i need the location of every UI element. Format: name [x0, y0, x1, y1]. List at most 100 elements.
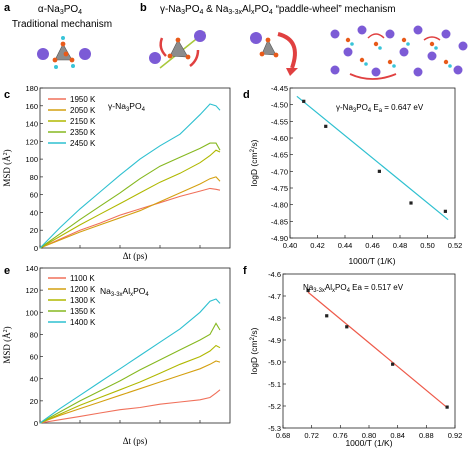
panel-e-x-axis — [39, 420, 201, 423]
panel-d-x-tick-label: 0.44 — [338, 241, 353, 250]
panel-c-y-tick-label: 60 — [30, 191, 38, 200]
panel-c-y-label: MSD (Å2) — [2, 149, 12, 186]
panel-b: b γ-Na3PO4 & Na3-3xAlxPO4 “paddle-wheel”… — [140, 2, 470, 80]
panel-e-legend-label: 1400 K — [70, 318, 96, 327]
panel-a: a α-Na3PO4 Traditional mechanism — [4, 2, 112, 69]
panel-c-y-tick-label: 180 — [25, 84, 38, 93]
panel-c-x-label: Δt (ps) — [123, 251, 148, 261]
panel-a-title: α-Na3PO4 — [38, 4, 82, 16]
panel-e-y-label: MSD (Å2) — [2, 326, 12, 363]
panel-f-data-point — [445, 405, 449, 409]
panel-f-x-label: 1000/T (1/K) — [345, 438, 392, 448]
panel-d-data — [296, 95, 449, 221]
panel-f-y-tick-label: -5.0 — [268, 358, 281, 367]
panel-f-data-point — [325, 314, 329, 318]
panel-c: c 0 20 40 60 80 100 120 140 160 180 1950 K 2050 K 2… — [2, 84, 231, 261]
panel-d-data-point — [324, 124, 328, 128]
panel-d-y-tick-label: -4.45 — [271, 84, 288, 93]
panel-b-title: γ-Na3PO4 & Na3-3xAlxPO4 “paddle-wheel” m… — [160, 4, 396, 16]
panel-e-series — [39, 298, 221, 424]
panel-d-y-tick-label: -4.65 — [271, 151, 288, 160]
panel-f-x-tick-label: 0.80 — [362, 431, 377, 440]
panel-a-subtitle: Traditional mechanism — [12, 19, 112, 30]
panel-f-y-tick-label: -5.3 — [268, 424, 281, 433]
panel-f-data-point — [345, 325, 349, 329]
panel-c-letter: c — [4, 89, 10, 101]
panel-f-x-tick-label: 0.88 — [419, 431, 434, 440]
panel-d-x-axis: 0.40 0.42 0.44 0.46 0.48 0.50 0.52 — [283, 235, 462, 250]
panel-d-fit-line — [296, 95, 449, 221]
panel-c-y-tick-label: 160 — [25, 102, 38, 111]
panel-f-y-label: logD (cm2/s) — [249, 327, 259, 374]
panel-e-series-line — [39, 298, 221, 424]
panel-d-y-tick-label: -4.70 — [271, 167, 288, 176]
panel-f-x-axis: 0.68 0.72 0.76 0.80 0.84 0.88 0.92 — [276, 425, 463, 440]
panel-d-y-tick-label: -4.60 — [271, 134, 288, 143]
panel-f-y-axis: -4.6 -4.7 -4.8 -4.9 -5.0 -5.1 -5.2 -5.3 — [268, 270, 286, 433]
panel-f-data-point — [391, 362, 395, 366]
panel-e-y-tick-label: 40 — [30, 375, 38, 384]
panel-c-legend: 1950 K 2050 K 2150 K 2350 K 2450 K — [48, 95, 96, 148]
panel-e-y-tick-label: 80 — [30, 330, 38, 339]
crystal-lattice-illustration — [320, 22, 470, 80]
panel-e-legend-label: 1350 K — [70, 307, 96, 316]
panel-c-legend-label: 1950 K — [70, 95, 96, 104]
panel-d-y-tick-label: -4.80 — [271, 201, 288, 210]
panel-f-y-tick-label: -4.8 — [268, 314, 281, 323]
panel-d-data-point — [409, 201, 413, 205]
panel-f-data — [306, 288, 449, 409]
panel-f: f -4.6-4.7-4.8-4.9-5.0-5.1-5.2-5.3 0.68 0… — [243, 265, 462, 448]
panel-e-plot-frame — [39, 267, 231, 424]
panel-f-letter: f — [243, 265, 247, 277]
panel-f-fit-line — [307, 291, 448, 409]
alpha-structure-illustration — [37, 36, 91, 69]
panel-c-legend-label: 2150 K — [70, 117, 96, 126]
panel-c-annotation: γ-Na3PO4 — [108, 101, 146, 113]
panel-f-x-tick-label: 0.72 — [304, 431, 319, 440]
panel-d-data-point — [302, 99, 306, 103]
panel-b-letter: b — [140, 2, 147, 14]
panel-e-y-tick-label: 0 — [34, 419, 38, 428]
panel-d-y-label: logD (cm2/s) — [249, 139, 259, 186]
panel-c-series-line — [39, 149, 221, 249]
paddle-wheel-illustration-1 — [149, 30, 206, 69]
panel-d-annotation: γ-Na3PO4 Ea = 0.647 eV — [336, 103, 424, 114]
panel-d-y-tick-label: -4.75 — [271, 184, 288, 193]
panel-c-legend-label: 2350 K — [70, 128, 96, 137]
panel-d-letter: d — [243, 89, 250, 101]
panel-d-x-tick-label: 0.46 — [365, 241, 380, 250]
panel-c-series-line — [39, 103, 221, 249]
panel-f-y-tick-label: -5.1 — [268, 380, 281, 389]
panel-e-annotation: Na3-3xAlxPO4 — [100, 286, 149, 298]
panel-e-legend-label: 1300 K — [70, 296, 96, 305]
panel-e-x-label: Δt (ps) — [123, 436, 148, 446]
panel-e-y-axis: 0 20 40 60 80 100 120 140 — [25, 264, 43, 428]
panel-e-series-line — [39, 360, 221, 424]
panel-c-y-tick-label: 140 — [25, 120, 38, 129]
panel-c-x-axis — [39, 245, 201, 248]
panel-e-y-tick-label: 20 — [30, 397, 38, 406]
panel-d-x-label: 1000/T (1/K) — [348, 256, 395, 266]
panel-c-legend-label: 2050 K — [70, 106, 96, 115]
panel-f-x-tick-label: 0.76 — [333, 431, 348, 440]
panel-f-annotation: Na3-3xAlxPO4 Ea = 0.517 eV — [303, 283, 404, 294]
panel-d-y-axis: -4.45 -4.50 -4.55 -4.60 -4.65 -4.70 -4.75 -4.80… — [271, 84, 293, 243]
panel-c-series-line — [39, 176, 221, 249]
panel-d-x-tick-label: 0.42 — [310, 241, 325, 250]
panel-d-y-tick-label: -4.85 — [271, 217, 288, 226]
panel-c-legend-label: 2450 K — [70, 139, 96, 148]
panel-e-legend: 1100 K 1200 K 1300 K 1350 K 1400 K — [48, 274, 96, 327]
panel-d-data-point — [443, 209, 447, 213]
panel-a-letter: a — [4, 2, 11, 14]
panel-d-x-tick-label: 0.48 — [393, 241, 408, 250]
panel-d: d -4.45-4.50-4.55-4.60-4.65-4.70-4.75-4.… — [243, 84, 462, 266]
panel-f-x-tick-label: 0.92 — [448, 431, 463, 440]
panel-e-y-tick-label: 120 — [25, 286, 38, 295]
panel-f-x-tick-label: 0.68 — [276, 431, 291, 440]
panel-c-plot-frame — [39, 87, 231, 249]
panel-c-y-tick-label: 120 — [25, 137, 38, 146]
panel-c-y-tick-label: 0 — [34, 244, 38, 253]
panel-f-x-tick-label: 0.84 — [390, 431, 405, 440]
panel-e-y-tick-label: 60 — [30, 353, 38, 362]
